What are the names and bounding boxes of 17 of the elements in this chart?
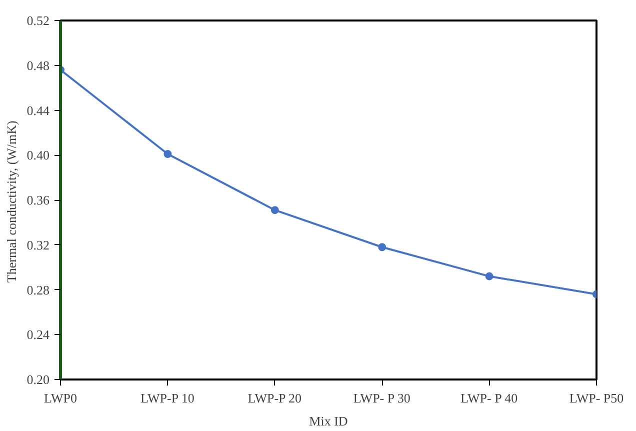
y-tick-label: 0.24: [26, 327, 50, 342]
y-tick-label: 0.32: [26, 237, 50, 252]
y-axis-title: Thermal conductivity, (W/mK): [4, 120, 19, 283]
x-tick-label: LWP- P 30: [353, 390, 410, 406]
y-tick-label: 0.44: [26, 102, 50, 118]
x-tick-label: LWP- P 40: [460, 390, 518, 406]
y-tick-label: 0.28: [26, 282, 50, 298]
y-tick-label: 0.52: [26, 13, 50, 28]
y-tick-label: 0.20: [26, 372, 50, 387]
y-tick-label: 0.40: [26, 148, 50, 163]
y-tick-label: 0.48: [26, 58, 50, 73]
x-tick-label: LWP0: [44, 390, 77, 406]
y-tick-label: 0.36: [26, 192, 50, 208]
x-tick-label: LWP-P 20: [248, 390, 302, 406]
x-tick-label: LWP-P 10: [140, 390, 194, 406]
x-axis-title: Mix ID: [309, 414, 348, 428]
x-tick-label: LWP- P50: [569, 390, 624, 406]
